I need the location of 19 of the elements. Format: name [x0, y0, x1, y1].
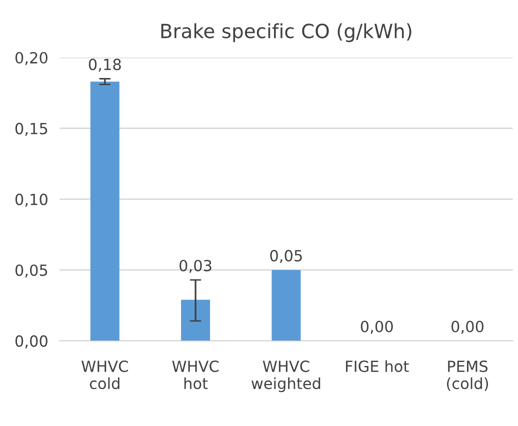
- y-tick-label: 0,20: [15, 52, 48, 66]
- data-label: 0,03: [180, 260, 212, 273]
- data-label: 0,00: [451, 320, 484, 334]
- y-tick-label: 0,10: [15, 194, 48, 207]
- y-tick-label: 0,00: [15, 335, 48, 348]
- bar: [90, 82, 120, 341]
- x-tick-label: WHVC weighted: [252, 360, 320, 392]
- x-tick-label: FIGE hot: [346, 360, 409, 372]
- y-tick-label: 0,15: [15, 122, 48, 136]
- bar: [181, 300, 210, 341]
- x-tick-label: WHVC hot: [172, 360, 219, 390]
- chart-title: Brake specific CO (g/kWh): [161, 23, 412, 42]
- data-label: 0,05: [270, 250, 302, 264]
- data-label: 0,18: [88, 58, 121, 72]
- y-tick-label: 0,05: [15, 264, 48, 278]
- x-tick-label: PEMS (cold): [447, 360, 488, 391]
- data-label: 0,00: [360, 320, 393, 334]
- x-tick-label: WHVC cold: [82, 360, 128, 390]
- bar: [272, 270, 301, 341]
